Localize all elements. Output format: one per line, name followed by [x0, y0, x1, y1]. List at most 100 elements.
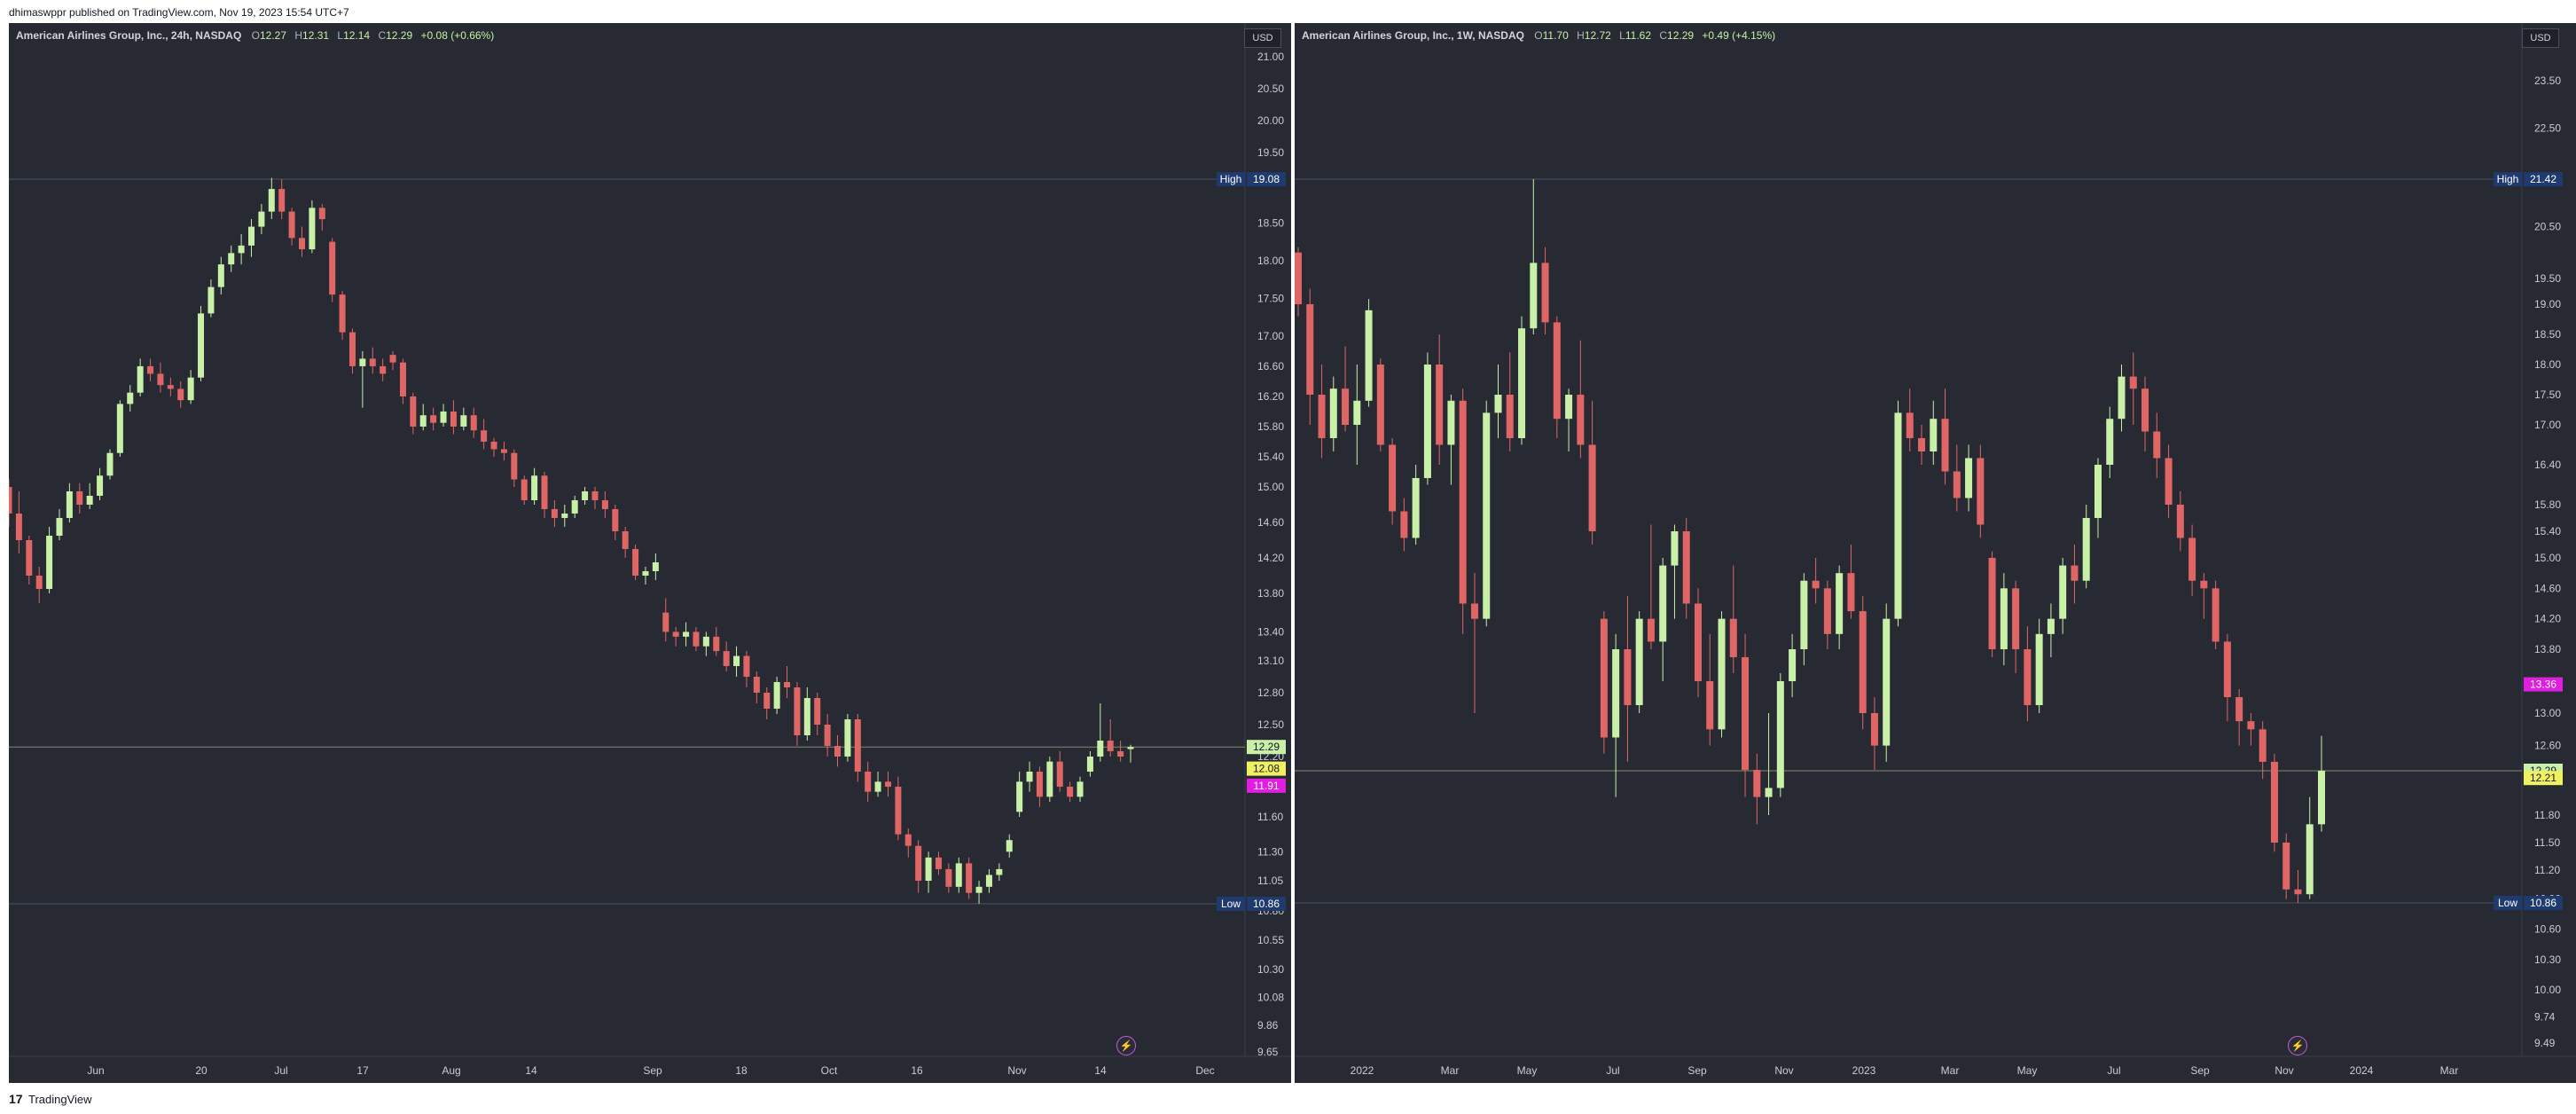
candle[interactable] [86, 482, 93, 509]
candle[interactable] [2165, 444, 2173, 519]
candle[interactable] [1447, 395, 1455, 485]
candle[interactable] [1412, 465, 1420, 545]
candle[interactable] [1894, 400, 1902, 627]
candle[interactable] [97, 467, 104, 500]
candle[interactable] [2200, 573, 2208, 619]
candle[interactable] [915, 840, 922, 893]
candle[interactable] [1753, 753, 1761, 825]
candle[interactable] [753, 671, 760, 703]
candle[interactable] [1006, 834, 1013, 858]
candle[interactable] [591, 487, 599, 509]
candle[interactable] [2270, 753, 2278, 852]
candle[interactable] [309, 200, 316, 254]
candle[interactable] [2247, 713, 2255, 746]
candle[interactable] [865, 761, 872, 802]
candle[interactable] [1847, 545, 1855, 619]
candle[interactable] [2024, 626, 2032, 722]
candle[interactable] [1127, 744, 1134, 763]
candle[interactable] [1400, 498, 1408, 552]
candle[interactable] [35, 567, 43, 603]
candle[interactable] [228, 245, 235, 272]
candle[interactable] [1117, 741, 1124, 762]
candle[interactable] [157, 362, 164, 393]
candle[interactable] [743, 651, 750, 687]
candle[interactable] [1483, 400, 1491, 627]
candle[interactable] [935, 851, 942, 875]
chart-canvas-daily[interactable]: 21.00 20.50 20.00 19.50 18.50 18.00 17.50 17.00… [9, 23, 1291, 1083]
candle[interactable] [854, 714, 861, 782]
candle[interactable] [702, 632, 709, 656]
candle[interactable] [1506, 352, 1514, 451]
candle[interactable] [834, 735, 842, 767]
candle[interactable] [1659, 558, 1667, 681]
candle[interactable] [1376, 358, 1384, 451]
candle[interactable] [945, 863, 952, 893]
candle[interactable] [399, 358, 406, 404]
candle[interactable] [1812, 558, 1820, 604]
candle[interactable] [2082, 505, 2090, 589]
candle[interactable] [2223, 633, 2231, 722]
candle[interactable] [268, 177, 275, 220]
candle[interactable] [187, 370, 194, 404]
candle[interactable] [380, 358, 387, 381]
candle[interactable] [1635, 611, 1643, 713]
candle[interactable] [481, 419, 488, 450]
candle[interactable] [1086, 751, 1093, 777]
candle[interactable] [2141, 376, 2149, 451]
candle[interactable] [895, 776, 902, 841]
candle[interactable] [2059, 558, 2067, 634]
candle[interactable] [106, 449, 114, 480]
candle[interactable] [996, 863, 1003, 881]
candle[interactable] [773, 677, 780, 714]
candle[interactable] [1423, 352, 1431, 485]
candle[interactable] [1765, 713, 1773, 815]
candle[interactable] [1306, 288, 1314, 425]
candle[interactable] [1067, 781, 1074, 802]
candle[interactable] [1046, 757, 1053, 802]
candle[interactable] [1671, 524, 1679, 619]
candle[interactable] [511, 449, 518, 487]
candle[interactable] [693, 627, 700, 652]
candle[interactable] [76, 482, 83, 514]
candle[interactable] [1870, 697, 1878, 771]
candle[interactable] [248, 219, 255, 257]
candle[interactable] [1494, 365, 1502, 438]
candle[interactable] [1577, 340, 1585, 459]
candle[interactable] [713, 627, 720, 656]
candle[interactable] [1647, 524, 1655, 650]
candle[interactable] [177, 380, 184, 408]
candle[interactable] [824, 714, 831, 757]
candle[interactable] [1883, 603, 1891, 762]
candle[interactable] [1342, 346, 1350, 432]
candle[interactable] [1077, 776, 1084, 802]
candle[interactable] [359, 350, 366, 408]
candle[interactable] [814, 693, 821, 735]
candle[interactable] [803, 687, 810, 741]
candle[interactable] [2106, 406, 2114, 478]
candle[interactable] [1789, 633, 1797, 697]
candle[interactable] [46, 527, 53, 593]
candle[interactable] [2035, 618, 2043, 713]
candle[interactable] [500, 441, 507, 461]
candle[interactable] [389, 350, 396, 371]
candle[interactable] [1977, 444, 1985, 538]
candle[interactable] [329, 238, 336, 302]
candle[interactable] [1459, 388, 1467, 634]
candle[interactable] [1823, 580, 1831, 649]
candle[interactable] [551, 500, 558, 527]
candle[interactable] [419, 404, 427, 431]
candle[interactable] [531, 467, 538, 505]
candle[interactable] [339, 290, 346, 341]
candle[interactable] [955, 857, 962, 893]
candle[interactable] [1859, 595, 1867, 730]
candle[interactable] [601, 491, 608, 518]
candle[interactable] [430, 407, 437, 431]
candle[interactable] [622, 527, 629, 558]
candle[interactable] [2188, 524, 2196, 596]
candle[interactable] [258, 204, 265, 235]
candle[interactable] [2212, 580, 2220, 649]
candle[interactable] [763, 687, 771, 719]
candle[interactable] [1565, 388, 1573, 451]
candle[interactable] [2000, 573, 2008, 665]
lightning-icon[interactable]: ⚡ [1116, 1036, 1136, 1055]
